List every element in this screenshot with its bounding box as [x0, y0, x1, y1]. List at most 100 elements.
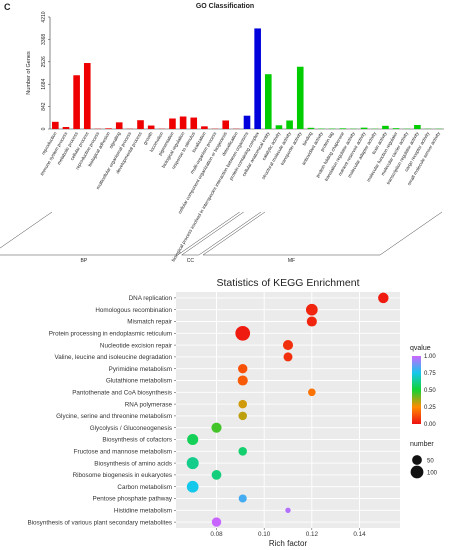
go-group-label: CC — [187, 258, 195, 264]
kegg-point — [237, 375, 248, 386]
go-group-bracket — [202, 211, 443, 256]
go-bar — [62, 127, 70, 129]
go-bar — [105, 128, 112, 129]
kegg-pathway-label: Fructose and mannose metabolism — [74, 449, 172, 456]
kegg-point — [238, 447, 247, 456]
go-bar — [190, 117, 198, 129]
go-group-label: MF — [288, 258, 295, 264]
go-group-label: BP — [81, 258, 88, 264]
panel-label: C — [4, 2, 11, 12]
kegg-qvalue-tick-label: 0.00 — [424, 422, 436, 428]
go-bar — [264, 74, 272, 129]
go-bar — [147, 125, 155, 129]
go-bar — [392, 128, 400, 129]
go-title: GO Classification — [196, 3, 254, 10]
go-bar — [382, 125, 389, 129]
kegg-pathway-label: Glycolysis / Gluconeogenesis — [90, 425, 172, 432]
kegg-point — [187, 433, 199, 446]
kegg-pathway-label: Homologous recombination — [95, 307, 172, 314]
kegg-pathway-label: DNA replication — [129, 295, 173, 302]
kegg-point — [211, 517, 222, 527]
kegg-x-tick-label: 0.14 — [353, 531, 366, 538]
go-bar — [286, 120, 293, 129]
kegg-pathway-label: Biosynthesis of amino acids — [94, 460, 172, 467]
kegg-point — [285, 507, 291, 513]
go-bar — [339, 128, 347, 129]
kegg-pathway-label: Mismatch repair — [127, 319, 172, 326]
go-bar — [222, 120, 230, 129]
go-group-bracket — [0, 211, 240, 256]
go-bar — [307, 127, 315, 129]
go-bar — [275, 125, 283, 129]
kegg-point — [238, 411, 247, 421]
kegg-point — [238, 364, 248, 374]
kegg-point — [238, 494, 247, 503]
kegg-pathway-label: Biosynthesis of various plant secondary … — [27, 519, 172, 526]
kegg-point — [283, 352, 293, 362]
go-y-tick-label: 2526 — [41, 56, 47, 67]
go-bar — [201, 126, 208, 129]
kegg-pathway-label: Carbon metabolism — [117, 484, 172, 491]
kegg-pathway-label: Pentose phosphate pathway — [93, 496, 173, 503]
kegg-qvalue-tick-label: 0.75 — [424, 371, 436, 377]
go-bar — [52, 121, 59, 129]
kegg-point — [186, 480, 199, 493]
kegg-pathway-label: Ribosome biogenesis in eukaryotes — [73, 472, 172, 479]
kegg-point — [186, 457, 199, 470]
kegg-pathway-label: Glycine, serine and threonine metabolism — [56, 413, 172, 420]
kegg-pathway-label: Biosynthesis of cofactors — [102, 437, 172, 444]
kegg-point — [378, 292, 389, 304]
kegg-point — [306, 316, 317, 327]
kegg-point — [235, 325, 251, 341]
kegg-pathway-label: Nucleotide excision repair — [100, 342, 172, 349]
go-category-label: growth — [142, 131, 153, 146]
go-bar — [243, 115, 251, 129]
kegg-size-key-label: 50 — [427, 459, 434, 465]
kegg-title: Statistics of KEGG Enrichment — [217, 277, 360, 289]
go-bar — [296, 66, 304, 129]
kegg-panel-bg — [176, 292, 400, 528]
kegg-pathway-label: Histidine metabolism — [114, 508, 172, 515]
go-bar — [179, 116, 187, 129]
kegg-point — [308, 388, 316, 397]
go-y-tick-label: 0 — [41, 127, 47, 130]
kegg-x-tick-label: 0.08 — [210, 531, 223, 538]
go-group-bracket — [181, 211, 262, 256]
kegg-qvalue-tick-label: 0.50 — [424, 388, 436, 394]
go-y-axis-label: Number of Genes — [26, 51, 32, 95]
kegg-qvalue-legend-title: qvalue — [410, 345, 431, 352]
go-bar — [73, 75, 80, 129]
kegg-qvalue-colorbar — [412, 356, 421, 424]
kegg-pathway-label: Pyrimidine metabolism — [109, 366, 172, 373]
go-category-label: binding — [302, 131, 314, 147]
kegg-size-key — [410, 465, 424, 479]
kegg-number-legend-title: number — [410, 441, 434, 448]
go-bar — [254, 28, 261, 129]
kegg-pathway-label: Protein processing in endoplasmic reticu… — [49, 331, 172, 338]
kegg-point — [211, 422, 222, 433]
kegg-size-key-label: 100 — [427, 471, 438, 477]
kegg-pathway-label: Valine, leucine and isoleucine degradati… — [54, 354, 172, 361]
kegg-x-tick-label: 0.10 — [258, 531, 271, 538]
go-bar — [115, 122, 123, 129]
kegg-point — [238, 399, 247, 409]
kegg-qvalue-tick-label: 1.00 — [424, 354, 436, 360]
kegg-qvalue-tick-label: 0.25 — [424, 405, 436, 411]
go-bar — [360, 127, 368, 129]
kegg-pathway-label: Pantothenate and CoA biosynthesis — [72, 390, 172, 397]
go-bar — [414, 125, 421, 129]
kegg-x-tick-label: 0.12 — [306, 531, 319, 538]
go-bar — [83, 63, 91, 129]
kegg-pathway-label: RNA polymerase — [125, 401, 173, 408]
go-y-tick-label: 4210 — [41, 11, 47, 22]
go-bar — [137, 120, 144, 129]
go-bar — [169, 118, 176, 129]
kegg-point — [282, 340, 294, 351]
go-y-tick-label: 3368 — [41, 34, 47, 45]
kegg-size-key — [412, 455, 422, 465]
kegg-pathway-label: Glutathione metabolism — [106, 378, 172, 385]
kegg-point — [305, 303, 318, 316]
go-y-tick-label: 1684 — [41, 78, 47, 89]
kegg-point — [211, 470, 222, 480]
